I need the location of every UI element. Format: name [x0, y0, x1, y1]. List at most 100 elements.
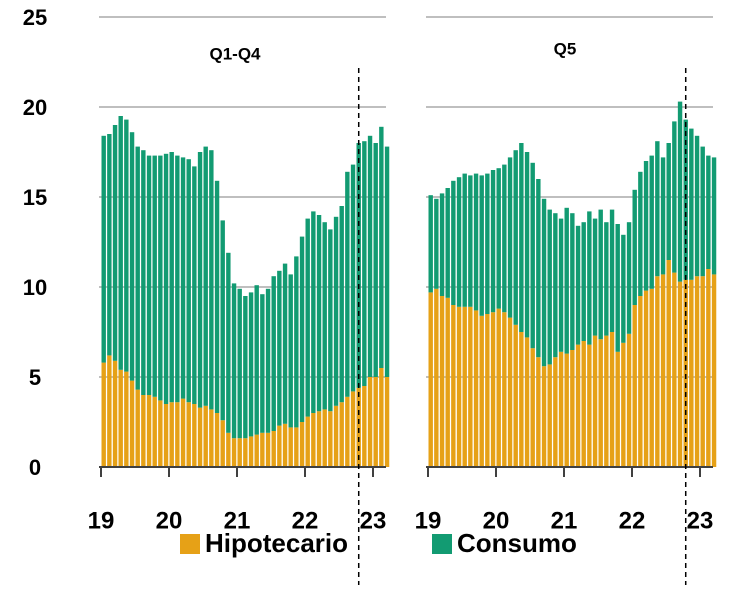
x-tick-label: 22 — [619, 507, 646, 534]
bar-segment — [519, 143, 524, 332]
y-tick-label: 20 — [23, 95, 47, 120]
bar-segment — [237, 438, 242, 467]
bar-segment — [638, 171, 643, 296]
bar-segment — [445, 188, 450, 298]
bar-segment — [146, 155, 152, 395]
bar-segment — [428, 292, 433, 467]
bar-segment — [288, 427, 293, 467]
bar-segment — [507, 157, 513, 318]
bar-segment — [180, 398, 186, 467]
bar-segment — [570, 213, 575, 350]
bar-segment — [547, 364, 552, 467]
bar-segment — [660, 274, 666, 467]
bar-segment — [243, 296, 248, 439]
bar-segment — [135, 389, 140, 467]
x-tick-label: 19 — [88, 507, 115, 534]
bar-segment — [700, 276, 705, 467]
bar-segment — [294, 256, 299, 428]
bar-segment — [254, 285, 259, 435]
bar-segment — [339, 206, 344, 403]
bar-segment — [445, 297, 450, 467]
bar-segment — [305, 416, 310, 467]
bar-segment — [683, 279, 688, 467]
bar-segment — [350, 391, 356, 467]
bar-segment — [186, 159, 191, 403]
bar-segment — [479, 315, 484, 467]
bar-segment — [592, 335, 598, 467]
bar-segment — [524, 152, 530, 338]
bar-segment — [373, 143, 378, 377]
bar-segment — [660, 157, 666, 275]
y-tick-label: 5 — [29, 365, 41, 390]
bar-segment — [632, 305, 637, 467]
bar-segment — [553, 213, 558, 358]
bar-segment — [214, 180, 220, 413]
x-tick-label: 23 — [360, 507, 387, 534]
bar-segment — [186, 402, 191, 467]
bar-segment — [468, 175, 473, 307]
bar-segment — [243, 438, 248, 467]
x-tick-label: 19 — [415, 507, 442, 534]
bar-segment — [180, 157, 186, 399]
bar-segment — [547, 209, 552, 365]
bar-segment — [479, 175, 484, 316]
bar-segment — [666, 260, 671, 467]
bar-segment — [609, 332, 615, 467]
bar-segment — [570, 350, 575, 467]
bar-segment — [700, 146, 705, 277]
bar-segment — [530, 348, 535, 467]
bar-segment — [519, 332, 524, 467]
bar-segment — [711, 274, 717, 467]
bar-segment — [598, 339, 603, 467]
bar-segment — [345, 396, 350, 467]
bar-segment — [163, 153, 169, 404]
bar-segment — [706, 269, 711, 467]
bar-segment — [581, 341, 586, 467]
panel-title: Q1-Q4 — [209, 44, 261, 63]
bar-segment — [141, 150, 146, 395]
bar-segment — [112, 360, 118, 467]
bar-segment — [672, 272, 677, 467]
bar-segment — [209, 409, 214, 467]
bar-segment — [214, 413, 220, 467]
bar-segment — [649, 155, 654, 289]
bar-segment — [101, 135, 106, 363]
bar-segment — [677, 281, 683, 467]
x-tick-label: 21 — [224, 507, 251, 534]
bar-segment — [473, 310, 479, 467]
bar-segment — [496, 168, 501, 309]
bar-segment — [316, 215, 322, 412]
bar-segment — [524, 337, 530, 467]
bar-segment — [260, 294, 265, 433]
bar-segment — [231, 438, 237, 467]
bar-segment — [541, 198, 547, 367]
bar-segment — [175, 155, 180, 403]
legend-swatch — [180, 534, 200, 554]
bar-segment — [209, 150, 214, 410]
bar-segment — [502, 312, 507, 467]
bar-segment — [146, 395, 152, 467]
bar-segment — [265, 288, 271, 433]
bar-segment — [328, 229, 333, 412]
bar-segment — [356, 143, 361, 388]
bar-segment — [203, 405, 208, 467]
bar-segment — [536, 357, 541, 467]
bar-segment — [129, 132, 135, 381]
bar-segment — [683, 119, 688, 280]
bar-segment — [384, 146, 390, 377]
bar-segment — [643, 161, 649, 291]
bar-segment — [141, 395, 146, 467]
bar-segment — [451, 180, 456, 305]
bar-segment — [328, 411, 333, 467]
bar-segment — [362, 386, 367, 467]
bar-segment — [220, 220, 225, 421]
bar-segment — [456, 306, 462, 467]
bar-segment — [333, 405, 339, 467]
bar-segment — [271, 431, 276, 467]
bar-segment — [694, 135, 700, 277]
bar-segment — [197, 407, 203, 467]
bar-segment — [192, 166, 197, 404]
bar-segment — [288, 274, 293, 428]
legend-swatch — [432, 534, 452, 554]
bar-segment — [462, 306, 467, 467]
